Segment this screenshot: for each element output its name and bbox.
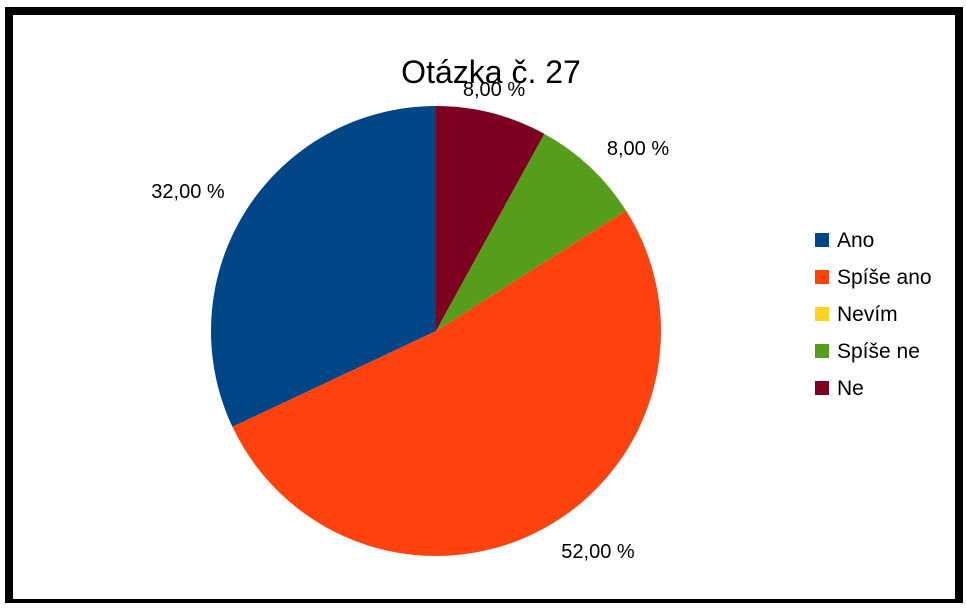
legend-label-ano: Ano — [837, 229, 874, 252]
legend-label-spise-ano: Spíše ano — [837, 266, 932, 289]
legend-swatch-spise-ne — [815, 344, 829, 358]
data-labels: 32,00 % 52,00 % 8,00 % 8,00 % — [151, 79, 669, 563]
data-label-ne: 8,00 % — [463, 79, 525, 101]
pie-slice-spise-ne — [436, 133, 626, 331]
chart-title: Otázka č. 27 — [401, 54, 581, 90]
legend-swatch-nevim — [815, 307, 829, 321]
legend-swatch-ne — [815, 381, 829, 395]
pie-slice-ano — [210, 106, 436, 427]
data-label-spise-ano: 52,00 % — [561, 541, 635, 563]
pie-slice-ne — [436, 106, 545, 331]
legend-label-nevim: Nevím — [837, 303, 898, 326]
pie-slices — [210, 106, 661, 556]
legend-swatch-ano — [815, 233, 829, 247]
pie-slice-spise-ano — [232, 210, 661, 556]
legend: Ano Spíše ano Nevím Spíše ne Ne — [815, 229, 932, 400]
legend-swatch-spise-ano — [815, 270, 829, 284]
legend-label-ne: Ne — [837, 377, 864, 400]
legend-label-spise-ne: Spíše ne — [837, 340, 920, 363]
data-label-spise-ne: 8,00 % — [607, 138, 669, 160]
data-label-ano: 32,00 % — [151, 181, 225, 203]
